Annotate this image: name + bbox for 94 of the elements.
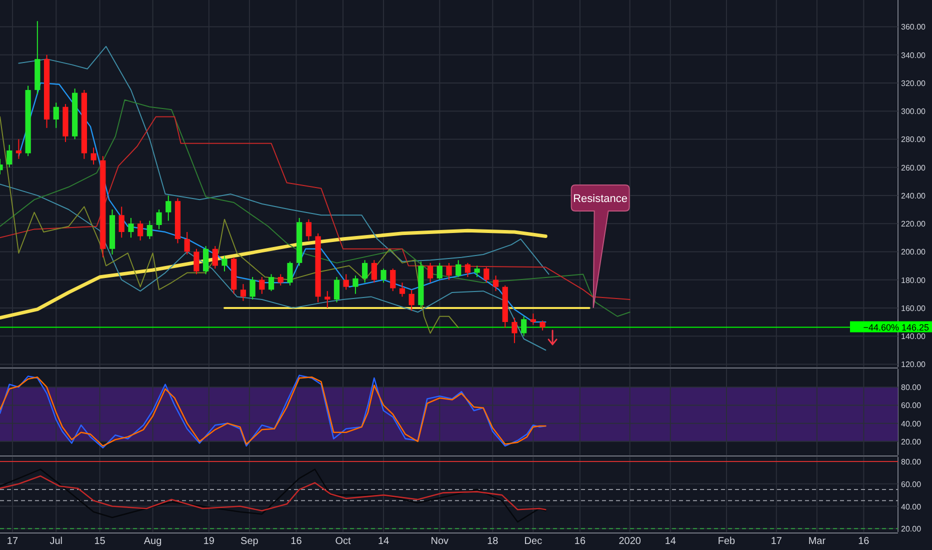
candlestick [212,246,218,270]
candlestick [324,290,330,308]
line-series [0,184,546,351]
candlestick [540,320,546,331]
candlestick [456,260,462,278]
y-tick-label: 160.00 [901,304,926,313]
y-tick-label: 340.00 [901,50,926,60]
y-tick-label: 80.00 [901,383,922,392]
candlestick [166,194,172,222]
y-tick-label: 180.00 [901,276,926,285]
candlestick [268,274,274,292]
x-tick-label: 17 [770,536,782,547]
line-series [0,116,459,334]
candlestick [156,209,162,230]
candlestick [408,289,414,312]
candlestick [90,147,96,166]
x-tick-label: 18 [487,536,499,547]
y-tick-label: 140.00 [901,332,926,342]
y-tick-label: 200.00 [901,248,926,257]
x-tick-label: 15 [94,536,106,547]
x-tick-label: Feb [718,536,736,547]
candlestick [202,246,209,275]
line-series [0,228,548,320]
candlestick [446,262,452,280]
candlestick [146,220,152,240]
candlestick [222,255,228,272]
candlestick [138,220,144,241]
candlestick [306,218,312,241]
y-tick-label: 360.00 [901,22,926,32]
y-tick-label: 220.00 [901,220,926,229]
x-tick-label: 2020 [618,536,642,547]
x-tick-label: 16 [858,536,870,547]
y-tick-label: 240.00 [901,191,926,200]
y-tick-label: 20.00 [901,437,922,446]
candlestick [390,268,396,292]
x-tick-label: Sep [240,536,259,547]
candlestick [184,232,190,256]
x-tick-label: Oct [335,536,351,547]
line-series [0,99,630,317]
candlestick [399,282,406,298]
x-tick-label: Mar [808,536,826,547]
candlestick [512,317,518,344]
line-series [0,116,630,300]
candlestick [371,260,377,284]
y-tick-label: 60.00 [901,480,922,489]
candlestick [492,275,499,292]
y-tick-label: 120.00 [901,360,926,370]
candlestick [259,276,265,294]
y-tick-label: 60.00 [901,401,922,410]
x-tick-label: 16 [574,536,586,547]
line-series [18,46,550,275]
candlestick [427,262,434,284]
x-tick-label: 16 [290,536,302,547]
candlestick [474,265,480,278]
y-tick-label: 40.00 [901,502,922,512]
y-tick-label: 260.00 [901,163,926,172]
candlestick [118,206,124,238]
candlestick [250,276,256,300]
candlestick [194,248,200,275]
candlestick [334,276,340,303]
line-series [0,475,546,512]
annotation: Resistance [573,192,628,205]
candlestick [484,266,490,284]
candlestick [352,275,358,294]
y-tick-label: 320.00 [901,78,926,88]
candlestick [16,138,22,160]
candlestick [287,261,293,286]
x-tick-label: 14 [664,536,676,547]
ref-line-label: −44.60% 146.25 [863,322,929,332]
candlestick [362,260,368,284]
y-tick-label: 20.00 [901,524,922,534]
x-tick-label: Dec [524,536,542,547]
candlestick [240,284,246,302]
candlestick [128,217,134,238]
candlestick [464,262,471,278]
y-tick-label: 300.00 [901,107,926,116]
y-tick-label: 280.00 [901,135,926,144]
candlestick [530,313,536,326]
candlestick [278,274,284,286]
y-tick-label: 40.00 [901,419,922,428]
x-tick-label: 14 [378,536,390,547]
x-tick-label: Nov [430,536,449,547]
x-tick-label: Aug [144,536,162,547]
x-tick-label: 19 [203,536,215,547]
candlestick [6,144,12,168]
y-tick-label: 80.00 [901,457,922,466]
candlestick [53,102,59,128]
line-series [0,468,546,523]
candlestick [521,316,527,337]
x-tick-label: Jul [50,536,63,547]
candlestick [380,268,386,284]
candlestick [343,274,349,290]
candlestick [436,262,442,280]
x-tick-label: 17 [6,536,18,547]
